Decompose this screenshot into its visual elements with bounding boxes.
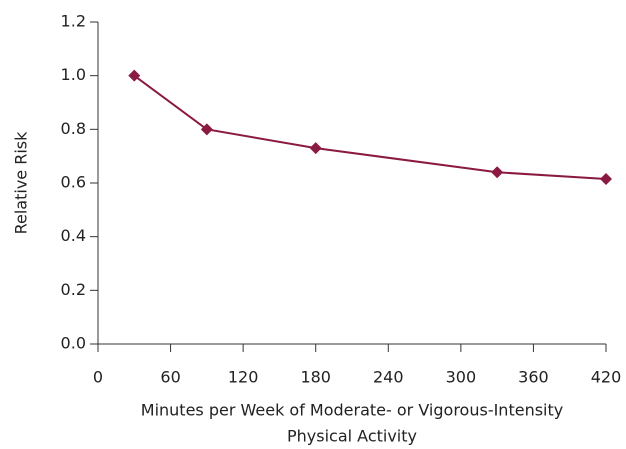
y-tick-label: 0.0 — [61, 334, 86, 353]
x-tick-label: 360 — [518, 368, 549, 387]
x-tick-label: 120 — [228, 368, 259, 387]
x-tick-label: 180 — [300, 368, 331, 387]
y-tick-label: 0.4 — [61, 226, 86, 245]
x-tick-label: 300 — [446, 368, 477, 387]
x-tick-label: 240 — [373, 368, 404, 387]
y-tick-label: 1.2 — [61, 12, 86, 31]
marker — [600, 172, 612, 185]
y-axis-label: Relative Risk — [12, 131, 31, 235]
marker — [309, 142, 322, 155]
y-tick-label: 1.0 — [61, 65, 86, 84]
x-axis-label: Physical Activity — [287, 427, 417, 446]
marker — [491, 166, 504, 179]
marker — [200, 123, 213, 136]
y-tick-label: 0.2 — [61, 280, 86, 299]
y-tick-label: 0.8 — [61, 119, 86, 138]
marker — [128, 69, 141, 82]
x-tick-label: 0 — [93, 368, 103, 387]
y-tick-label: 0.6 — [61, 173, 86, 192]
x-tick-label: 420 — [591, 368, 622, 387]
x-axis-label: Minutes per Week of Moderate- or Vigorou… — [141, 401, 563, 420]
x-tick-label: 60 — [160, 368, 180, 387]
